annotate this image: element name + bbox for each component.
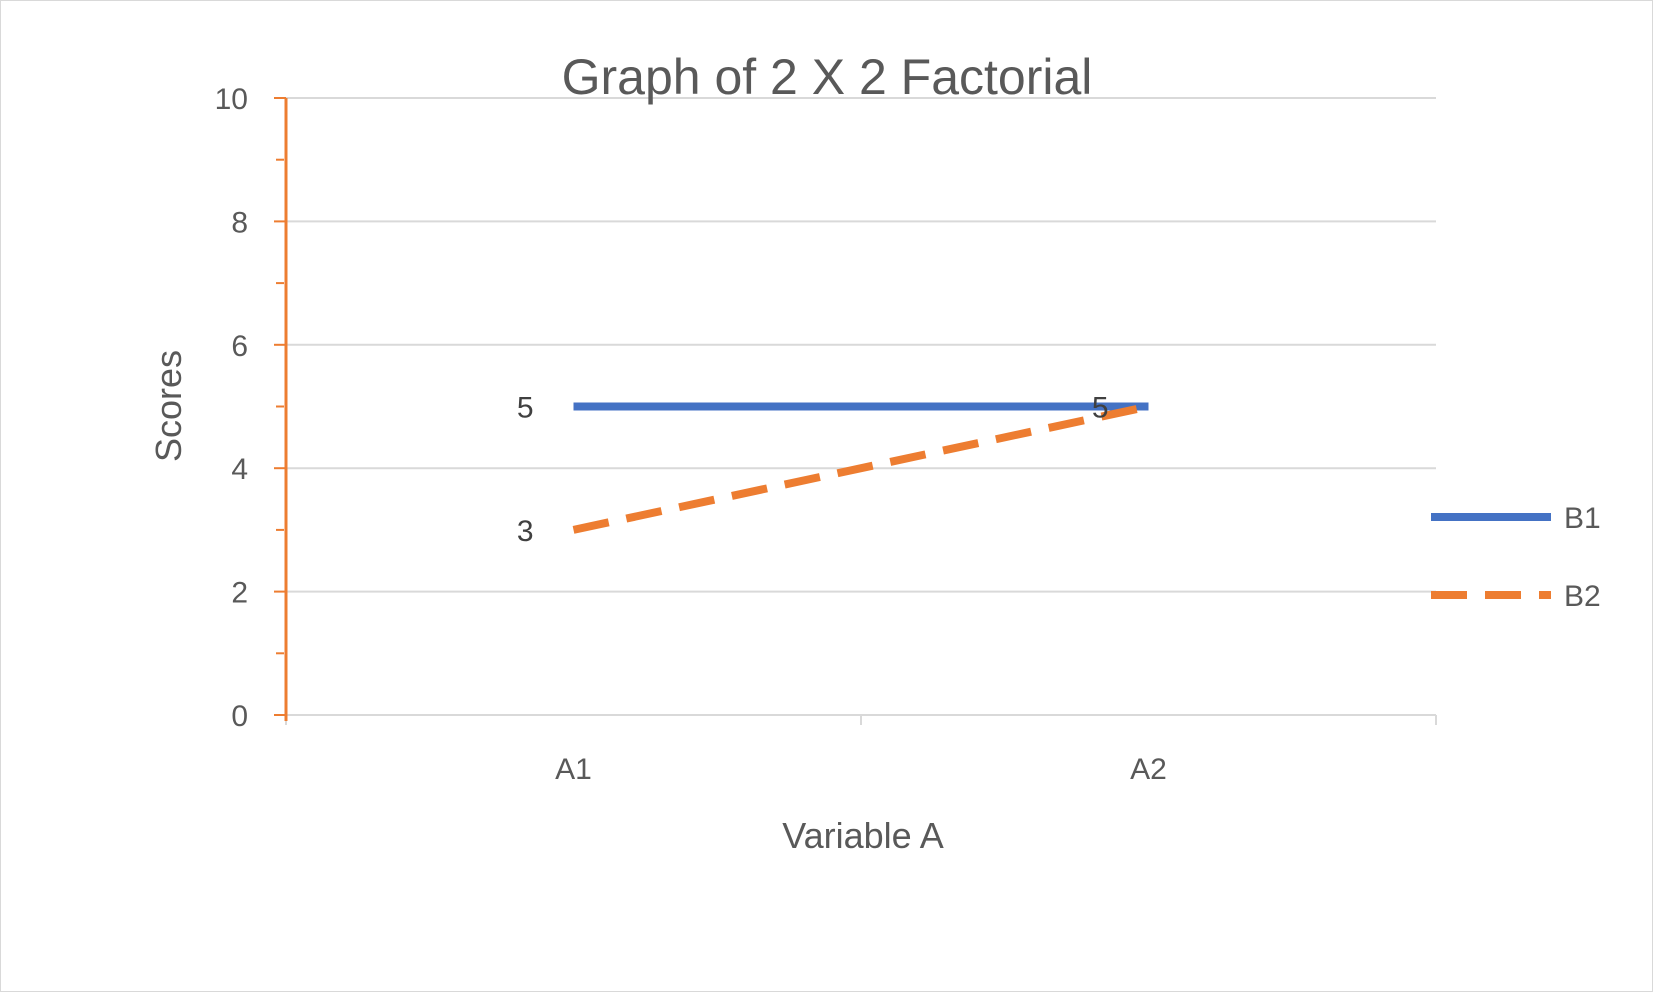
x-tick-label: A1: [555, 753, 592, 786]
y-tick-label: 6: [231, 330, 248, 363]
y-tick-label: 10: [215, 83, 248, 116]
x-axis-title: Variable A: [782, 815, 943, 856]
legend-label-b1: B1: [1564, 502, 1601, 535]
series-line-b2: [572, 402, 1150, 534]
legend: B1 B2: [1431, 502, 1601, 613]
legend-label-b2: B2: [1564, 580, 1601, 613]
gridlines: [286, 97, 1436, 593]
y-tick-label: 4: [231, 453, 248, 486]
y-tick-label: 2: [231, 577, 248, 610]
data-labels: 5 5 3: [517, 392, 1109, 548]
x-tick-label: A2: [1130, 753, 1167, 786]
y-tick-label: 8: [231, 206, 248, 239]
chart-title: Graph of 2 X 2 Factorial: [562, 49, 1093, 105]
data-label: 5: [517, 392, 534, 425]
series: [572, 402, 1150, 534]
data-label: 5: [1092, 392, 1109, 425]
y-tick-label: 0: [231, 700, 248, 733]
y-axis-title: Scores: [148, 350, 189, 462]
data-label: 3: [517, 515, 534, 548]
axes: 0 2 4 6 8 10 A1 A2: [215, 83, 1437, 786]
